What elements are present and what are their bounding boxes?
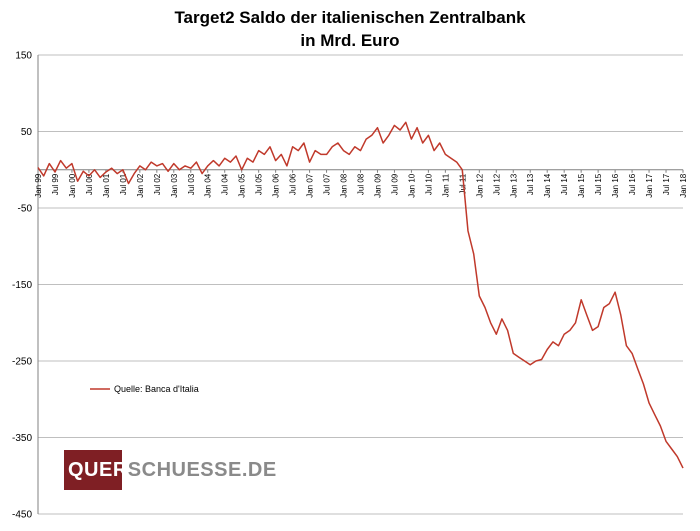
- x-tick-label-27: Jul 12: [492, 173, 501, 195]
- gridlines: [38, 54, 683, 515]
- chart-title: Target2 Saldo der italienischen Zentralb…: [0, 6, 700, 52]
- x-tick-label-29: Jul 13: [526, 173, 535, 195]
- y-tick-label-0: 150: [15, 51, 32, 62]
- x-tick-label-32: Jan 15: [577, 173, 586, 198]
- watermark-prefix: QUER: [68, 458, 128, 481]
- y-tick-label-2: -50: [18, 204, 33, 215]
- watermark-box: [64, 450, 122, 490]
- y-tick-label-6: -450: [12, 510, 32, 521]
- x-tick-label-10: Jan 04: [204, 173, 213, 198]
- x-tick-label-7: Jul 02: [153, 173, 162, 195]
- x-tick-label-8: Jan 03: [170, 173, 179, 198]
- x-axis-ticks: Jan 99 Jul 99 Jan 00 Jul 00 Jan 01 Jul 01 Jan …: [34, 169, 688, 198]
- watermark-suffix: SCHUESSE.DE: [127, 458, 277, 481]
- x-tick-label-18: Jan 08: [340, 173, 349, 198]
- x-tick-label-24: Jan 11: [441, 173, 450, 197]
- x-tick-label-16: Jan 07: [306, 173, 315, 198]
- x-tick-label-19: Jul 08: [357, 173, 366, 195]
- x-tick-label-6: Jan 02: [136, 173, 145, 198]
- x-tick-label-28: Jan 13: [509, 173, 518, 198]
- x-tick-label-33: Jul 15: [594, 173, 603, 195]
- x-tick-label-12: Jan 05: [238, 173, 247, 198]
- x-tick-label-0: Jan 99: [34, 173, 43, 198]
- x-tick-label-5: Jul 01: [119, 173, 128, 195]
- x-tick-label-31: Jul 14: [560, 173, 569, 195]
- watermark-text: QUERSCHUESSE.DE: [64, 459, 277, 482]
- x-tick-label-37: Jul 17: [662, 173, 671, 195]
- legend: Quelle: Banca d'Italia: [90, 384, 199, 394]
- x-tick-label-15: Jul 06: [289, 173, 298, 195]
- x-tick-label-30: Jan 14: [543, 173, 552, 198]
- chart-title-line-1: Target2 Saldo der italienischen Zentralb…: [174, 8, 526, 27]
- y-tick-label-3: -150: [12, 280, 32, 291]
- x-tick-label-35: Jul 16: [628, 173, 637, 195]
- x-tick-label-20: Jan 09: [373, 173, 382, 198]
- x-tick-label-34: Jan 16: [611, 173, 620, 198]
- series-line-0: [37, 121, 684, 469]
- x-tick-label-4: Jan 01: [102, 173, 111, 198]
- x-tick-label-21: Jul 09: [390, 173, 399, 195]
- x-tick-label-23: Jul 10: [424, 173, 433, 195]
- chart-title-line-2: in Mrd. Euro: [300, 31, 400, 50]
- x-tick-label-2: Jan 00: [68, 173, 77, 198]
- x-tick-label-11: Jul 04: [221, 173, 230, 195]
- x-tick-label-17: Jul 07: [323, 173, 332, 195]
- series-lines: [37, 121, 684, 469]
- x-tick-label-38: Jan 18: [679, 173, 688, 198]
- y-tick-label-1: 50: [21, 127, 33, 138]
- legend-label-0: Quelle: Banca d'Italia: [114, 384, 199, 394]
- x-tick-label-14: Jan 06: [272, 173, 281, 198]
- watermark-logo: QUERSCHUESSE.DE: [64, 450, 277, 490]
- y-tick-label-4: -250: [12, 357, 32, 368]
- x-tick-label-36: Jan 17: [645, 173, 654, 198]
- x-tick-label-22: Jan 10: [407, 173, 416, 198]
- x-tick-label-13: Jul 05: [255, 173, 264, 195]
- y-tick-label-5: -350: [12, 433, 32, 444]
- x-tick-label-25: Jul 11: [458, 173, 467, 194]
- x-tick-label-9: Jul 03: [187, 173, 196, 195]
- y-axis-ticks: 150 50 -50 -150 -250 -350 -450: [12, 51, 32, 521]
- x-tick-label-3: Jul 00: [85, 173, 94, 195]
- x-tick-label-26: Jan 12: [475, 173, 484, 198]
- x-tick-label-1: Jul 99: [51, 173, 60, 195]
